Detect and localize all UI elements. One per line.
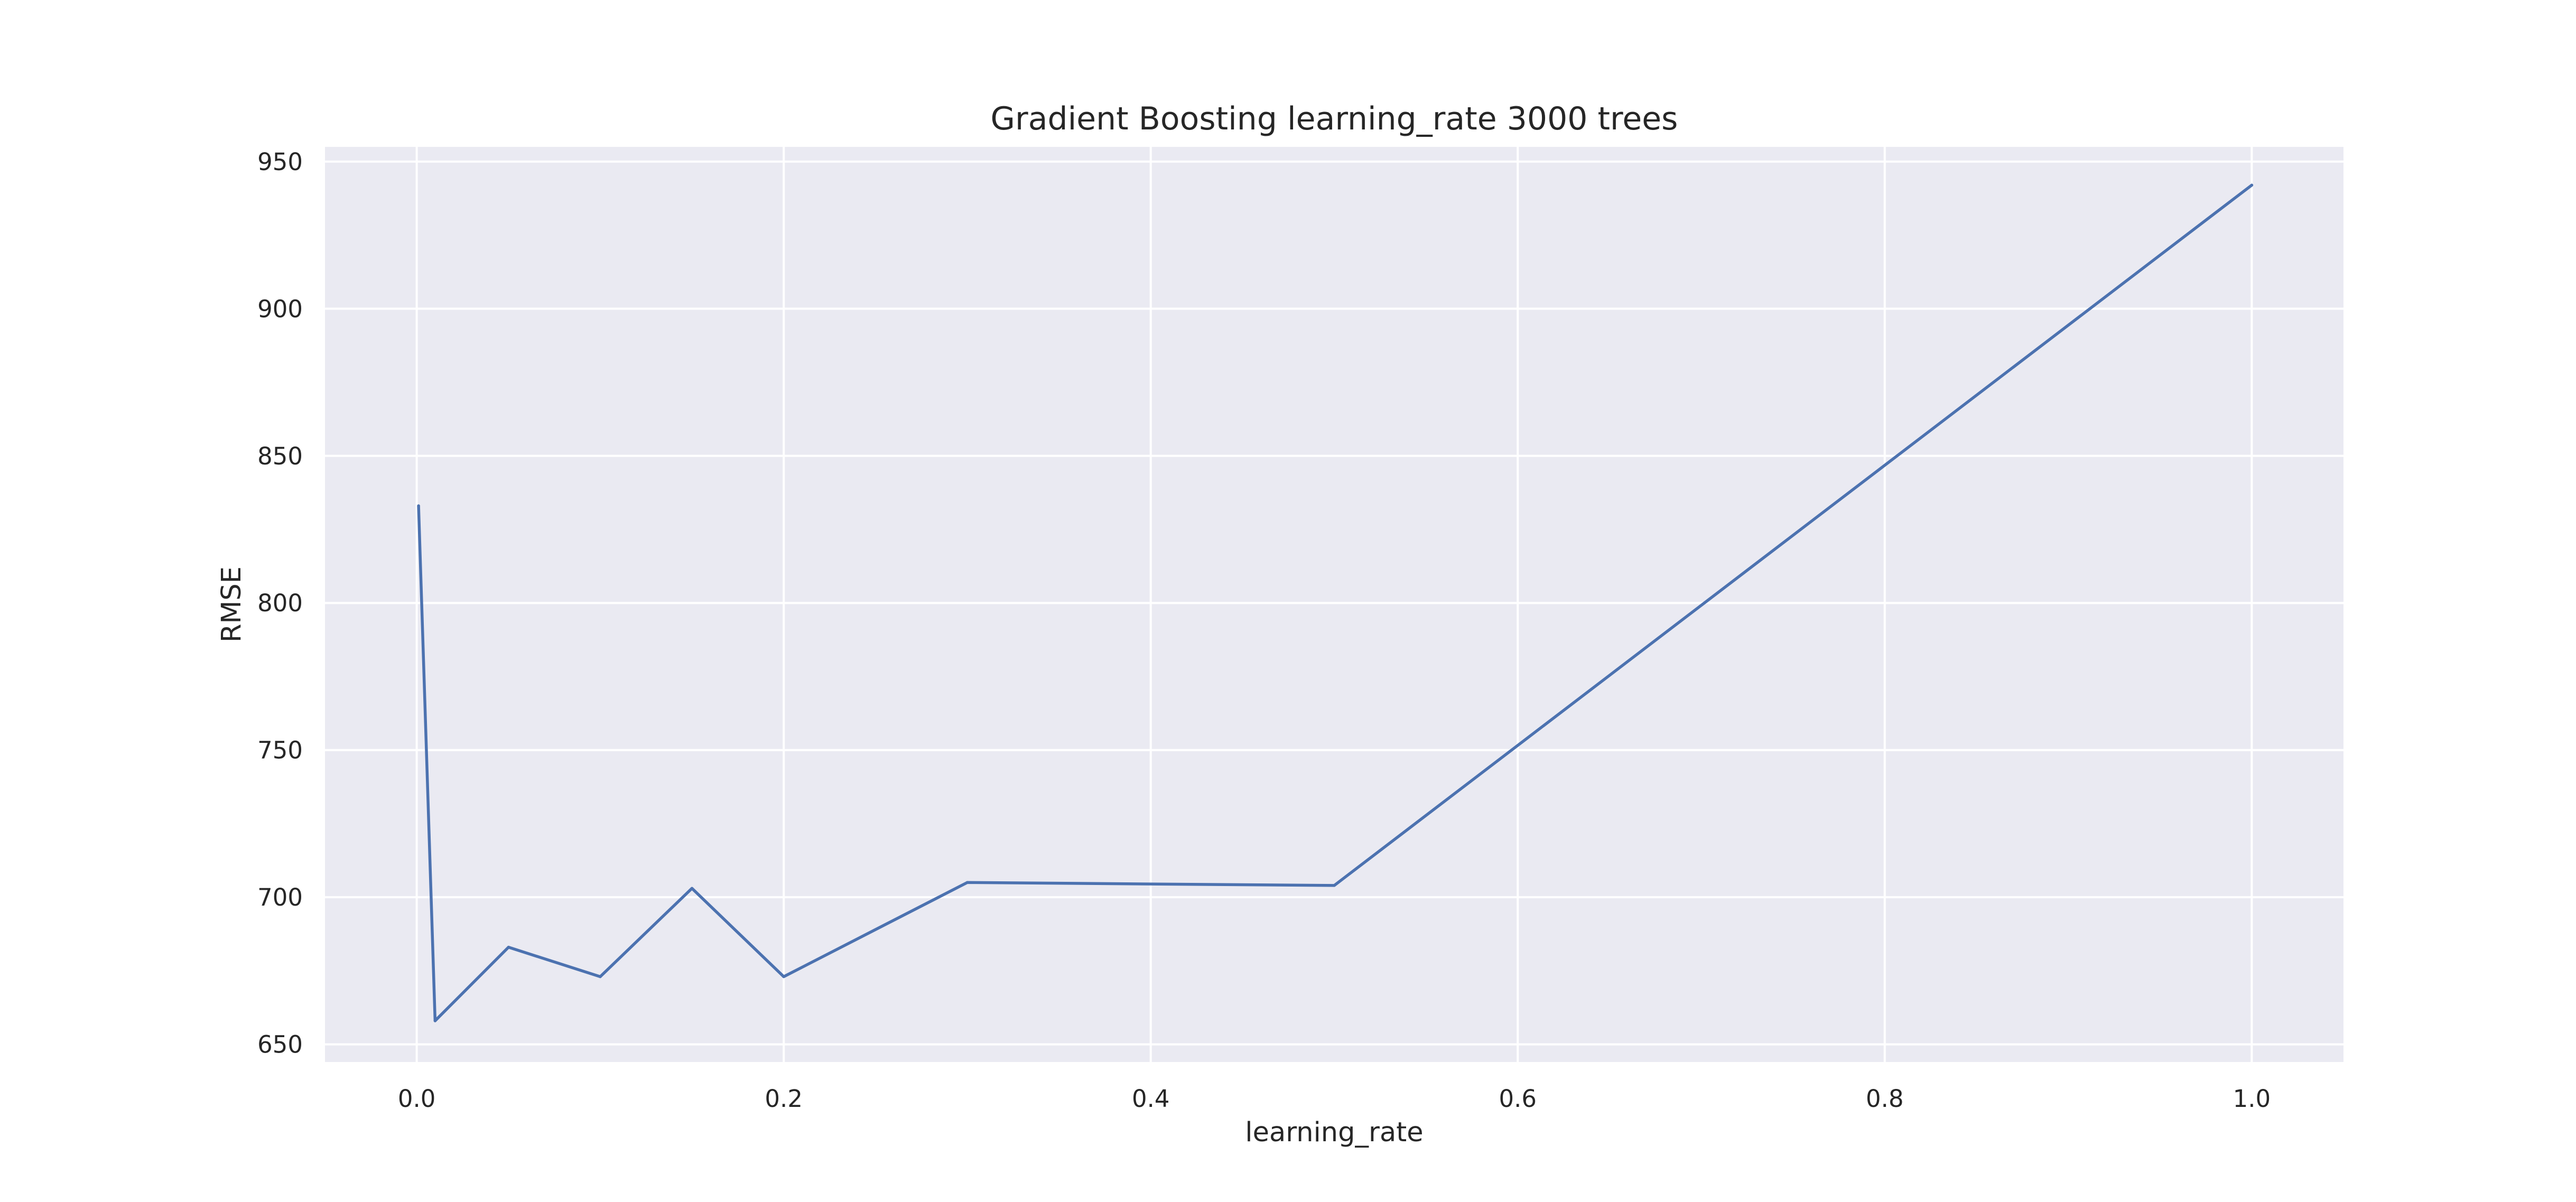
y-tick-label: 800 xyxy=(257,589,303,617)
y-tick-label: 750 xyxy=(257,737,303,765)
data-point xyxy=(782,975,785,979)
y-tick-label: 700 xyxy=(257,883,303,911)
y-tick-label: 900 xyxy=(257,295,303,323)
series-layer xyxy=(417,183,2254,1022)
data-point xyxy=(965,881,969,884)
data-point xyxy=(599,975,602,979)
data-point xyxy=(507,946,510,949)
data-point xyxy=(433,1019,437,1022)
data-point xyxy=(690,887,694,890)
x-tick-label: 0.4 xyxy=(1132,1085,1170,1113)
y-tick-label: 950 xyxy=(257,148,303,176)
data-point xyxy=(2250,183,2254,187)
y-tick-label: 850 xyxy=(257,442,303,470)
chart-title: Gradient Boosting learning_rate 3000 tre… xyxy=(991,100,1678,137)
x-tick-label: 0.6 xyxy=(1499,1085,1537,1113)
data-point xyxy=(1333,884,1336,887)
y-tick-label: 650 xyxy=(257,1031,303,1059)
x-tick-label: 0.0 xyxy=(398,1085,436,1113)
data-point xyxy=(417,504,420,508)
y-axis-label: RMSE xyxy=(216,566,247,642)
x-axis-ticks: 0.0 0.2 0.4 0.6 0.8 1.0 xyxy=(398,1085,2271,1113)
x-tick-label: 1.0 xyxy=(2233,1085,2271,1113)
x-tick-label: 0.8 xyxy=(1866,1085,1904,1113)
grid-lines xyxy=(325,147,2343,1062)
plot-area xyxy=(325,147,2343,1062)
x-tick-label: 0.2 xyxy=(765,1085,803,1113)
y-axis-ticks: 650 700 750 800 850 900 950 xyxy=(257,148,303,1059)
x-axis-label: learning_rate xyxy=(1245,1117,1423,1148)
